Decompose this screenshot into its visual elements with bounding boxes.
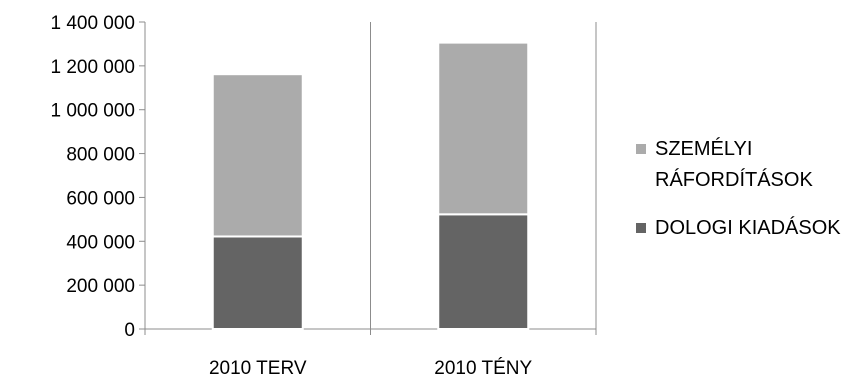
y-tick-label: 1 200 000 bbox=[50, 57, 135, 78]
x-category-label: 2010 TERV bbox=[209, 358, 307, 379]
bar-segment-szemelyi bbox=[211, 73, 304, 238]
x-category-label: 2010 TÉNY bbox=[434, 358, 532, 379]
y-tick-label: 200 000 bbox=[66, 276, 135, 297]
legend-swatch-szemelyi bbox=[636, 144, 646, 154]
legend-item-dologi: DOLOGI KIADÁSOK bbox=[636, 213, 864, 244]
y-tick-label: 400 000 bbox=[66, 232, 135, 253]
y-tick-label: 1 400 000 bbox=[50, 13, 135, 34]
bar-segment-szemelyi bbox=[437, 41, 530, 216]
bar-segment-dologi bbox=[437, 213, 530, 330]
legend: SZEMÉLYI RÁFORDÍTÁSOK DOLOGI KIADÁSOK bbox=[636, 134, 864, 261]
y-tick-label: 600 000 bbox=[66, 188, 135, 209]
legend-label-dologi: DOLOGI KIADÁSOK bbox=[655, 217, 841, 239]
bar-segment-dologi bbox=[211, 235, 304, 330]
legend-swatch-dologi bbox=[636, 223, 646, 233]
legend-item-szemelyi: SZEMÉLYI RÁFORDÍTÁSOK bbox=[636, 134, 864, 196]
y-tick-label: 0 bbox=[124, 320, 135, 341]
y-tick-label: 1 000 000 bbox=[50, 101, 135, 122]
y-tick-label: 800 000 bbox=[66, 145, 135, 166]
legend-label-szemelyi: SZEMÉLYI RÁFORDÍTÁSOK bbox=[655, 138, 813, 191]
